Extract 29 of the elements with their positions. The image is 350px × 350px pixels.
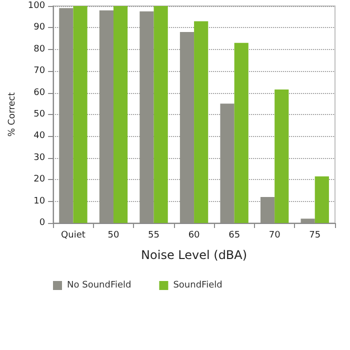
x-tick-label: 50 (108, 230, 120, 240)
x-tick-label: Quiet (61, 230, 86, 240)
y-tick-label: 10 (34, 196, 46, 206)
x-axis-title: Noise Level (dBA) (141, 248, 248, 262)
y-tick-label: 90 (34, 22, 46, 33)
bar (194, 21, 208, 223)
x-tick-label: 70 (268, 230, 281, 240)
y-tick-label: 20 (34, 174, 46, 185)
y-tick-label: 60 (34, 88, 46, 98)
bar (314, 176, 329, 223)
y-tick-label: 70 (34, 66, 46, 76)
bar (274, 90, 289, 223)
x-tick-label: 65 (228, 230, 240, 240)
bar (113, 6, 128, 223)
bar (234, 42, 248, 223)
legend-label: SoundField (173, 280, 222, 290)
x-tick-label: 55 (148, 230, 160, 240)
bar (154, 6, 168, 223)
y-axis-title: % Correct (8, 92, 18, 137)
y-tick-label: 30 (34, 152, 46, 163)
y-tick-label: 0 (39, 218, 46, 228)
y-tick-label: 50 (34, 110, 46, 120)
y-tick-label: 40 (34, 131, 46, 142)
x-tick-label: 60 (188, 230, 200, 240)
x-tick-label: 75 (309, 230, 321, 240)
bar (73, 6, 88, 223)
y-tick-label: 80 (34, 44, 46, 54)
legend-label: No SoundField (67, 280, 132, 290)
y-tick-label: 100 (28, 1, 46, 11)
